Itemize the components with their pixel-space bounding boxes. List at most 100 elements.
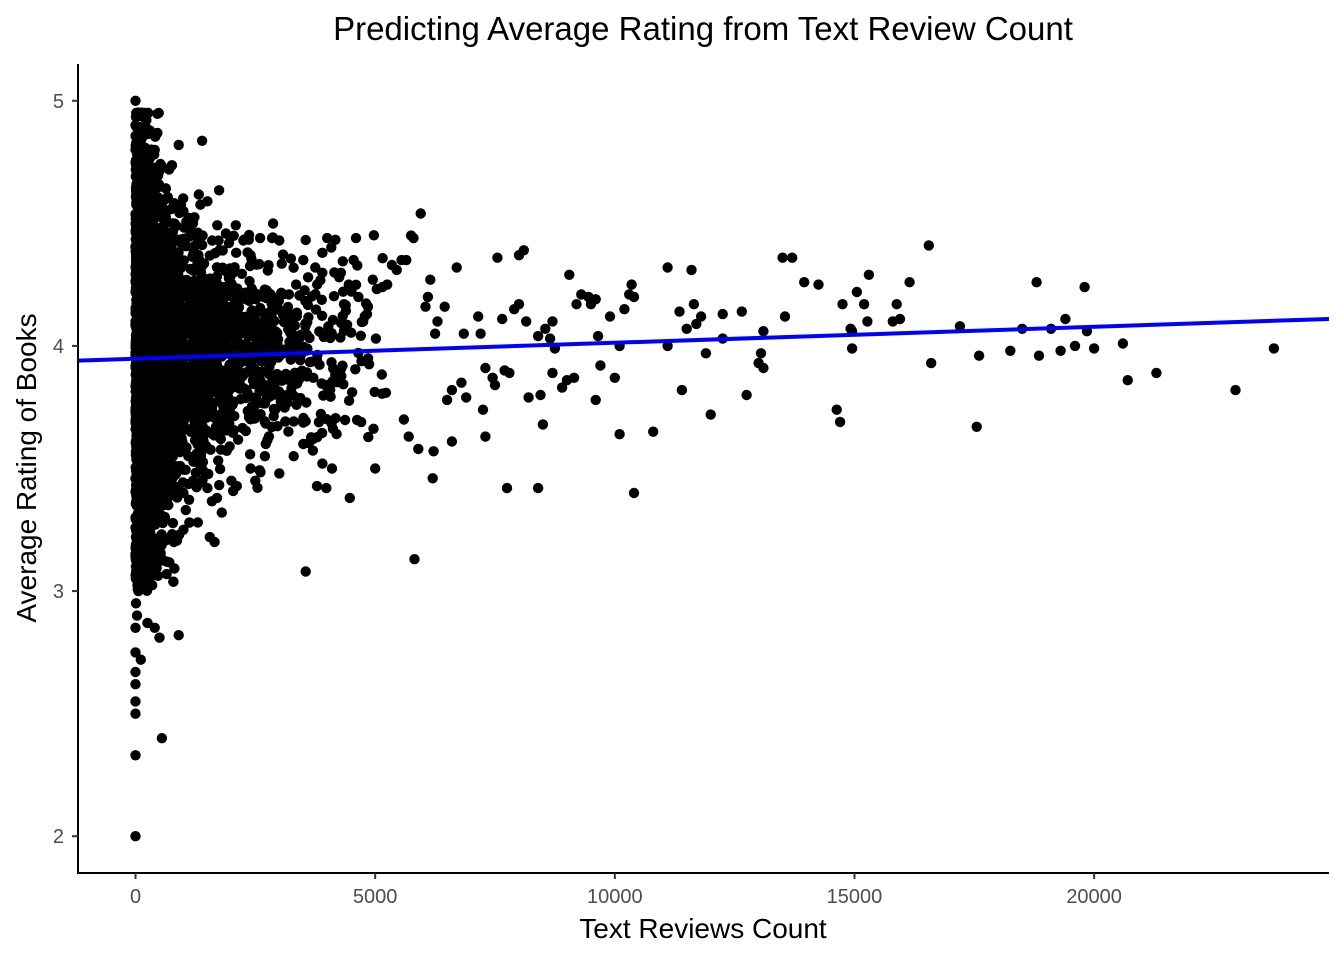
- data-point: [369, 386, 380, 398]
- data-point: [261, 285, 272, 296]
- data-point: [170, 288, 181, 299]
- data-point: [234, 371, 245, 382]
- data-point: [303, 312, 314, 323]
- data-point: [284, 336, 295, 348]
- data-point: [213, 185, 225, 196]
- data-point: [255, 467, 266, 478]
- data-point: [221, 316, 232, 327]
- data-point: [141, 436, 153, 447]
- data-point: [227, 427, 239, 438]
- data-point: [206, 324, 217, 336]
- data-point: [149, 303, 161, 314]
- data-point: [130, 423, 141, 435]
- data-point: [152, 322, 163, 333]
- data-point: [316, 378, 327, 389]
- data-point: [145, 359, 156, 371]
- data-point: [193, 189, 204, 200]
- data-point: [193, 249, 204, 261]
- data-point: [163, 422, 174, 433]
- data-point: [370, 333, 382, 344]
- data-point: [325, 384, 336, 395]
- data-point: [149, 144, 160, 156]
- data-point: [134, 251, 146, 262]
- data-point: [214, 479, 225, 491]
- data-point: [192, 439, 203, 450]
- data-point: [312, 279, 323, 290]
- data-point: [350, 364, 361, 375]
- data-point: [311, 480, 323, 492]
- data-point: [270, 404, 281, 415]
- data-point: [339, 414, 351, 426]
- data-point: [282, 374, 294, 385]
- data-point: [145, 540, 156, 551]
- data-point: [267, 376, 278, 387]
- data-point: [212, 220, 223, 231]
- data-point: [144, 206, 155, 217]
- data-point: [260, 438, 271, 450]
- data-point: [132, 231, 143, 242]
- data-point: [170, 266, 181, 277]
- data-point: [131, 303, 142, 314]
- data-point: [165, 381, 176, 393]
- data-point: [325, 332, 336, 344]
- data-point: [173, 276, 184, 287]
- data-point: [283, 426, 294, 437]
- data-point: [215, 433, 226, 445]
- data-point: [259, 398, 271, 409]
- data-point: [161, 361, 172, 372]
- data-point: [146, 254, 157, 265]
- data-point: [380, 387, 392, 398]
- data-point: [140, 280, 151, 292]
- data-point: [136, 259, 148, 271]
- data-point: [341, 319, 353, 330]
- data-point: [144, 153, 155, 164]
- data-point: [168, 576, 179, 587]
- data-point: [183, 494, 195, 505]
- data-point: [301, 367, 313, 378]
- data-point: [150, 341, 161, 352]
- data-point: [298, 412, 309, 424]
- data-point: [150, 131, 161, 142]
- data-point: [133, 107, 144, 119]
- data-point: [133, 324, 145, 335]
- data-point: [161, 255, 173, 266]
- data-point: [147, 580, 158, 591]
- data-point: [335, 332, 346, 343]
- data-point: [174, 446, 185, 458]
- data-point: [304, 356, 316, 368]
- data-point: [139, 368, 150, 379]
- data-point: [254, 258, 265, 270]
- data-point: [323, 321, 334, 332]
- data-point: [174, 328, 186, 339]
- data-point: [153, 226, 165, 237]
- data-point: [280, 416, 291, 427]
- data-point: [263, 260, 274, 271]
- data-point: [180, 504, 191, 516]
- data-point: [167, 486, 178, 497]
- data-point: [159, 389, 170, 400]
- data-point: [318, 390, 329, 401]
- data-point: [173, 315, 184, 326]
- data-point: [237, 422, 248, 434]
- data-point: [316, 310, 328, 321]
- data-point: [166, 474, 177, 485]
- data-point: [147, 414, 158, 425]
- data-point: [249, 306, 261, 317]
- data-point: [147, 215, 158, 226]
- data-point: [167, 517, 179, 529]
- data-point: [136, 498, 147, 509]
- data-point: [271, 368, 283, 380]
- data-point: [146, 239, 157, 250]
- data-point: [131, 467, 143, 479]
- data-point: [330, 413, 341, 424]
- data-point: [161, 339, 173, 350]
- data-point: [156, 536, 167, 548]
- data-point: [134, 376, 146, 387]
- data-point: [136, 415, 147, 427]
- data-point: [368, 423, 379, 434]
- data-point: [267, 218, 279, 229]
- data-point: [132, 389, 143, 400]
- data-point: [263, 324, 275, 336]
- data-point: [147, 455, 159, 467]
